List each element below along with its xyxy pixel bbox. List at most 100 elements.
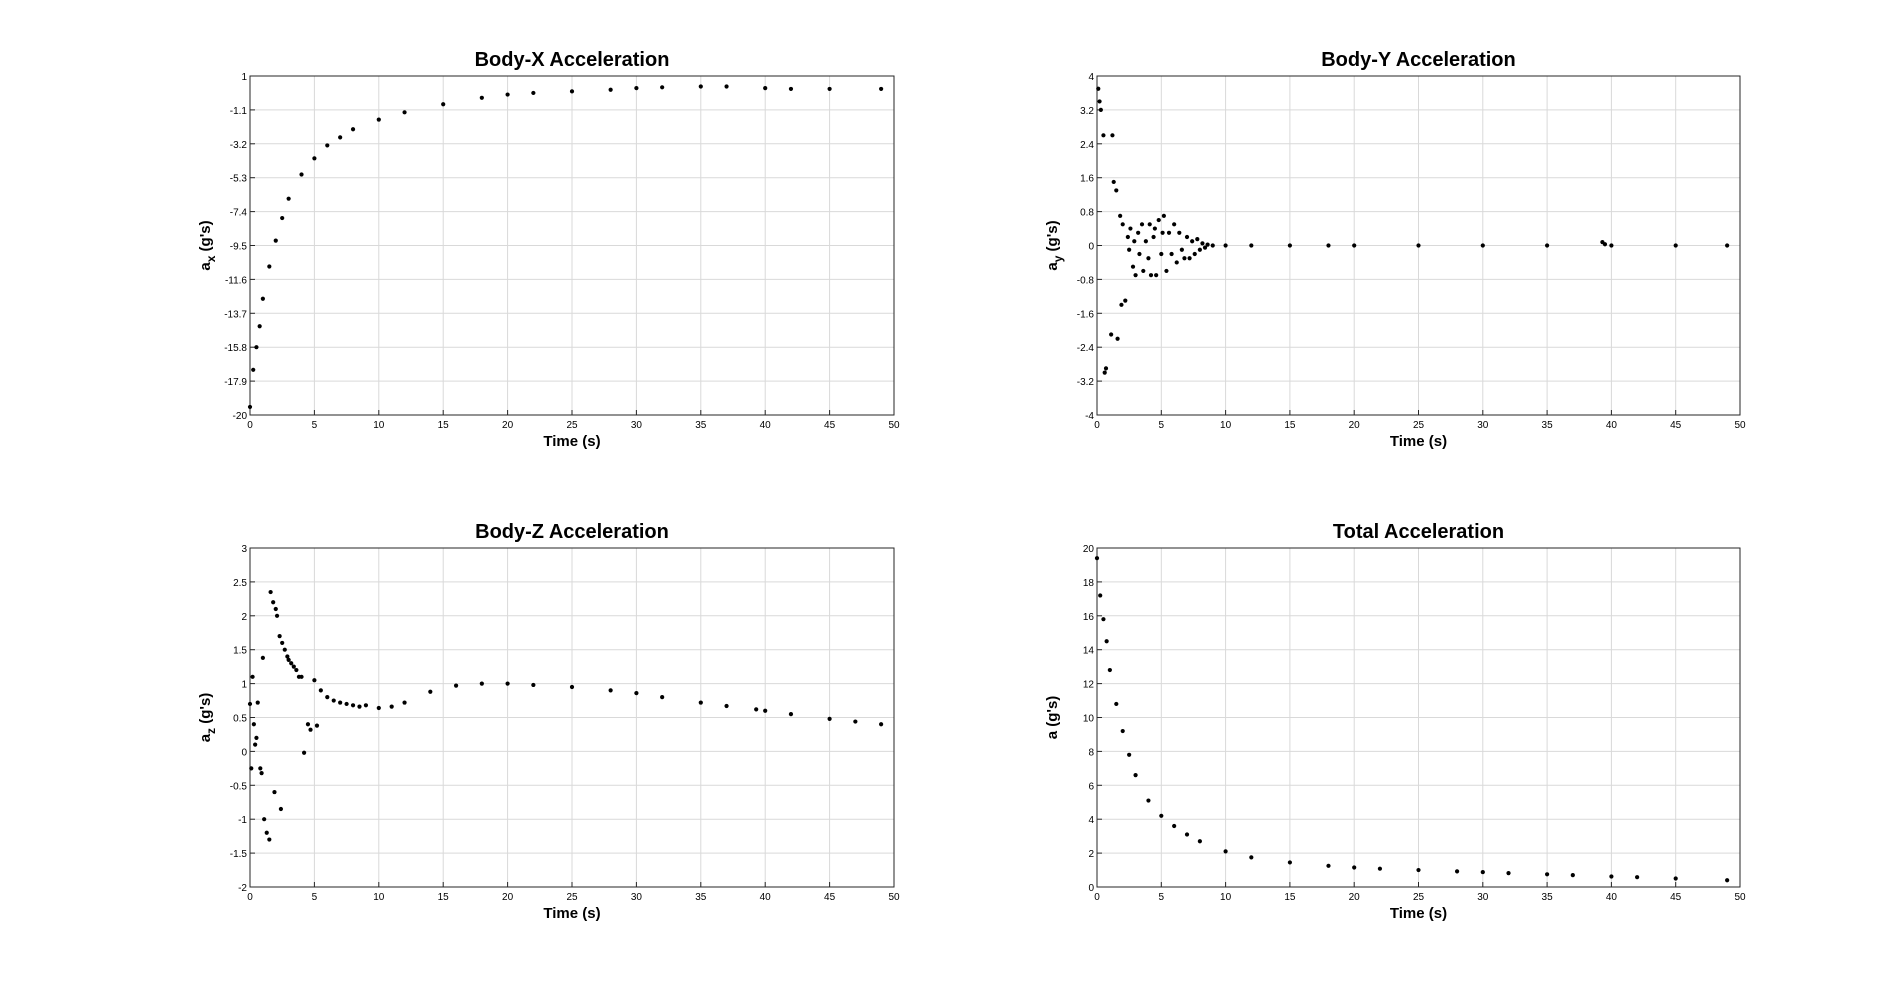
- y-axis-label: ax (g's): [197, 220, 218, 270]
- data-point: [331, 698, 336, 703]
- y-tick-label: -11.6: [225, 275, 247, 286]
- y-tick-label: 18: [1083, 578, 1095, 589]
- y-tick-label: -4: [1085, 411, 1094, 422]
- data-point: [280, 640, 285, 646]
- x-tick-label: 15: [1284, 420, 1296, 431]
- data-point: [1377, 866, 1383, 871]
- y-label-subscript: y: [1051, 255, 1065, 262]
- y-tick-label: 6: [1088, 781, 1094, 792]
- data-point: [1287, 243, 1292, 248]
- data-point: [308, 727, 313, 732]
- x-tick-label: 10: [1220, 892, 1232, 903]
- y-tick-label: 3.2: [1080, 106, 1094, 117]
- data-point: [1164, 268, 1169, 274]
- data-point: [1184, 234, 1190, 240]
- data-point: [1609, 874, 1614, 879]
- y-label-unit: (g's): [197, 220, 214, 255]
- data-point: [325, 143, 330, 148]
- data-point: [1166, 230, 1172, 235]
- data-point: [1107, 667, 1112, 673]
- data-point: [1205, 242, 1210, 247]
- data-point: [286, 657, 291, 662]
- y-label-subscript: x: [204, 255, 218, 262]
- y-tick-label: -1.6: [1077, 309, 1095, 320]
- y-tick-label: 1: [241, 72, 247, 83]
- data-point: [1200, 241, 1205, 246]
- data-point: [1119, 302, 1124, 307]
- data-point: [1127, 752, 1132, 757]
- y-tick-label: -1.1: [230, 106, 248, 117]
- data-point: [1210, 243, 1215, 248]
- data-point: [1159, 813, 1164, 818]
- data-point: [280, 215, 285, 221]
- data-point: [1545, 872, 1550, 877]
- y-tick-label: 10: [1083, 714, 1095, 725]
- data-point: [479, 95, 484, 100]
- data-point: [569, 684, 575, 690]
- data-point: [1141, 268, 1146, 274]
- data-point: [1097, 99, 1102, 104]
- y-tick-label: 0: [1088, 883, 1094, 894]
- data-point: [1102, 370, 1107, 375]
- y-label-unit: (g's): [1044, 220, 1061, 255]
- data-point: [1160, 230, 1165, 235]
- y-tick-label: 20: [1083, 544, 1095, 555]
- y-axis-label: ay (g's): [1044, 220, 1065, 270]
- x-tick-label: 10: [373, 420, 385, 431]
- y-tick-label: -7.4: [230, 208, 248, 219]
- data-point: [376, 117, 381, 122]
- data-point: [363, 703, 369, 708]
- data-point: [286, 196, 291, 201]
- data-point: [357, 704, 362, 709]
- x-tick-label: 50: [888, 892, 900, 903]
- x-tick-label: 25: [566, 892, 578, 903]
- y-tick-label: -9.5: [230, 242, 248, 253]
- data-point: [763, 708, 768, 713]
- data-point: [264, 830, 269, 835]
- y-tick-label: 8: [1088, 747, 1094, 758]
- data-point: [1454, 869, 1460, 874]
- data-point: [608, 688, 613, 693]
- data-point: [294, 667, 299, 673]
- y-tick-label: 0: [1088, 242, 1094, 253]
- data-point: [1570, 873, 1575, 878]
- x-tick-label: 50: [1734, 892, 1746, 903]
- chart-title: Body-Z Acceleration: [475, 521, 669, 543]
- data-point: [251, 722, 256, 727]
- data-point: [267, 837, 272, 842]
- data-point: [402, 700, 407, 705]
- data-point: [1187, 256, 1192, 261]
- y-tick-label: -5.3: [230, 174, 248, 185]
- y-tick-label: -2.4: [1077, 343, 1095, 354]
- data-point: [1120, 728, 1125, 734]
- data-point: [338, 700, 343, 705]
- data-point: [531, 90, 536, 96]
- data-point: [258, 766, 263, 771]
- data-point: [505, 681, 510, 686]
- data-point: [274, 613, 280, 618]
- data-point: [251, 367, 256, 372]
- data-point: [1192, 251, 1197, 257]
- data-point: [1169, 251, 1174, 257]
- y-tick-label: -0.5: [230, 781, 248, 792]
- y-label-symbol: a: [1044, 730, 1061, 739]
- chart-panel-1: 0 5 10 15 20 25 30 35 40 45 50 1 -1.1 -3.2 -5.3 -7.4 -9.…: [197, 49, 900, 450]
- data-point: [1725, 878, 1730, 883]
- data-point: [1179, 247, 1184, 252]
- x-tick-label: 0: [1094, 892, 1100, 903]
- data-point: [1146, 256, 1151, 261]
- y-tick-label: 12: [1083, 680, 1095, 691]
- chart-title: Total Acceleration: [1333, 521, 1504, 543]
- data-point: [1096, 86, 1101, 91]
- data-point: [1545, 243, 1550, 248]
- data-point: [350, 127, 356, 132]
- data-point: [1151, 234, 1156, 240]
- data-point: [453, 683, 459, 688]
- data-point: [698, 84, 703, 89]
- data-point: [289, 661, 294, 666]
- data-point: [305, 722, 311, 727]
- data-point: [1416, 243, 1421, 248]
- data-point: [634, 86, 639, 91]
- y-tick-label: 1.5: [233, 646, 247, 657]
- data-point: [262, 817, 267, 822]
